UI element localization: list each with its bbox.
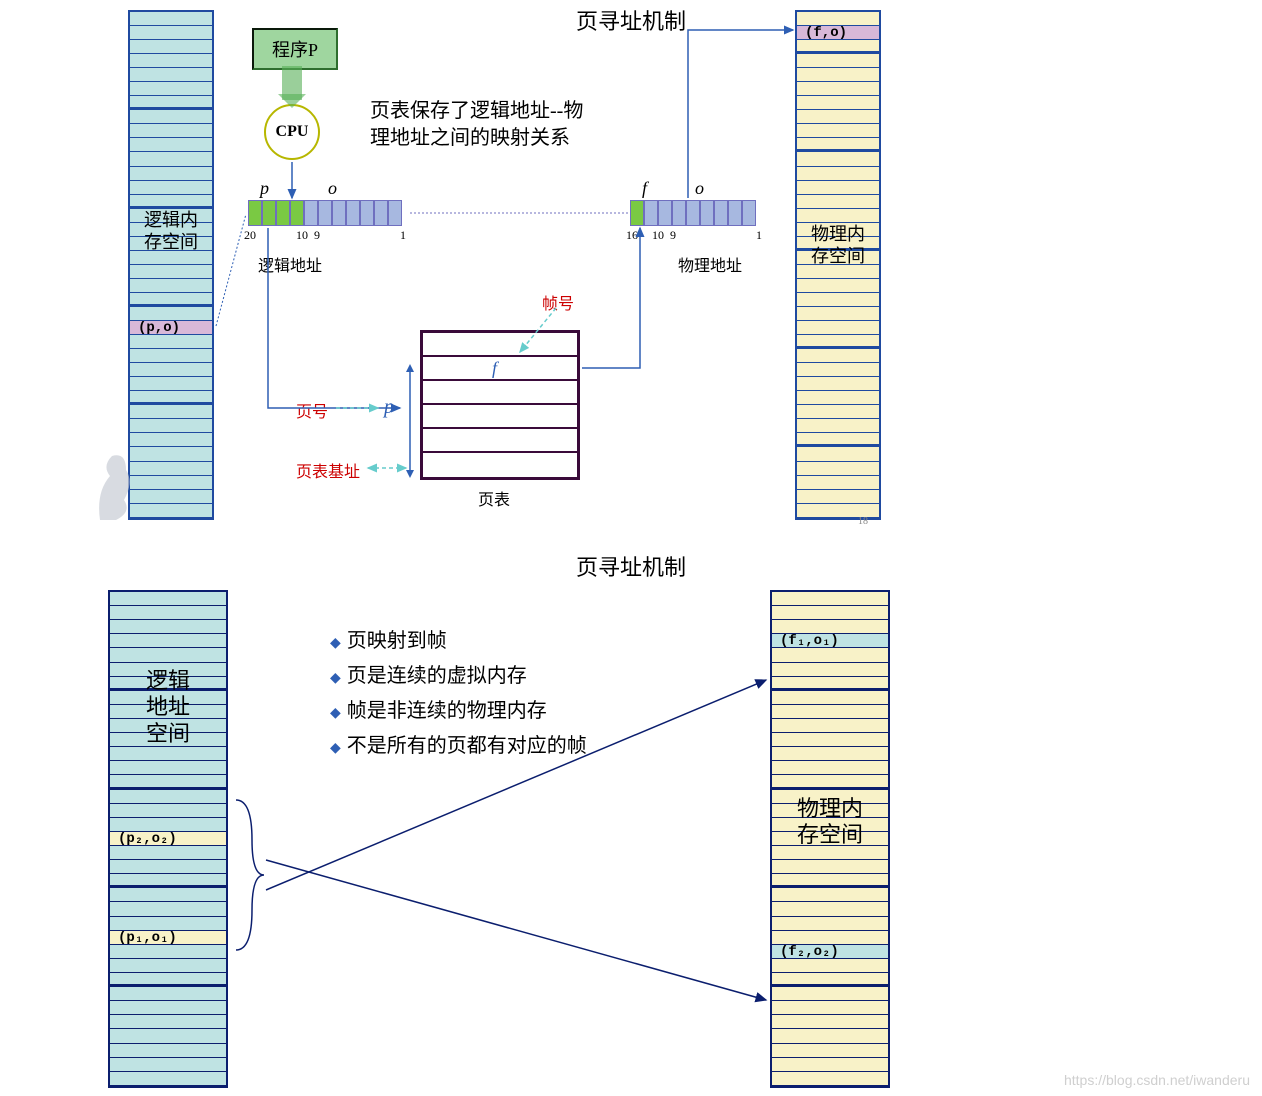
tick-20: 20 [244, 228, 256, 243]
desc-line-2: 理地址之间的映射关系 [370, 125, 583, 152]
description-text: 页表保存了逻辑地址--物 理地址之间的映射关系 [370, 98, 583, 152]
physical-memory-label: 物理内 存空间 [801, 224, 875, 267]
program-box: 程序P [252, 28, 338, 70]
ptick-10: 10 [652, 228, 664, 243]
page-table-caption: 页表 [478, 486, 510, 510]
o-label-2: o [695, 178, 704, 199]
ptick-16: 16 [626, 228, 638, 243]
o-label-1: o [328, 178, 337, 199]
p-arrow-label: p [384, 396, 394, 419]
cpu-node: CPU [264, 104, 320, 160]
ptick-9: 9 [670, 228, 676, 243]
physical-space-label-2: 物理内 存空间 [786, 796, 874, 849]
tick-1: 1 [400, 228, 406, 243]
frame-num-label: 帧号 [542, 290, 574, 314]
bullet-2: 页是连续的虚拟内存 [330, 659, 587, 688]
watermark: https://blog.csdn.net/iwanderu [1064, 1072, 1250, 1088]
physical-address-strip [630, 200, 756, 226]
bullet-1: 页映射到帧 [330, 624, 587, 653]
f-label: f [642, 178, 647, 199]
physical-addr-caption: 物理地址 [678, 252, 742, 276]
page-base-label: 页表基址 [296, 458, 360, 482]
desc-line-1: 页表保存了逻辑地址--物 [370, 98, 583, 125]
bullet-4: 不是所有的页都有对应的帧 [330, 729, 587, 758]
ptick-1: 1 [756, 228, 762, 243]
slide2-title: 页寻址机制 [0, 540, 1262, 582]
bullet-3: 帧是非连续的物理内存 [330, 694, 587, 723]
logical-memory-label: 逻辑内 存空间 [134, 210, 208, 253]
tick-9: 9 [314, 228, 320, 243]
p-label: p [260, 178, 269, 199]
logical-address-strip [248, 200, 402, 226]
logical-memory-column: (p,o) [128, 10, 214, 520]
logical-addr-caption: 逻辑地址 [258, 252, 322, 276]
page-num-label: 页号 [296, 398, 328, 422]
ptable-f-label: f [492, 358, 497, 379]
logical-space-label: 逻辑 地址 空间 [134, 668, 202, 747]
decorative-bust-icon [96, 452, 136, 522]
page-table [420, 330, 580, 480]
logical-address-space-column: (p₂,o₂)(p₁,o₁) [108, 590, 228, 1088]
tick-10: 10 [296, 228, 308, 243]
page-number: 18 [858, 516, 868, 527]
bullet-list: 页映射到帧 页是连续的虚拟内存 帧是非连续的物理内存 不是所有的页都有对应的帧 [330, 618, 587, 764]
